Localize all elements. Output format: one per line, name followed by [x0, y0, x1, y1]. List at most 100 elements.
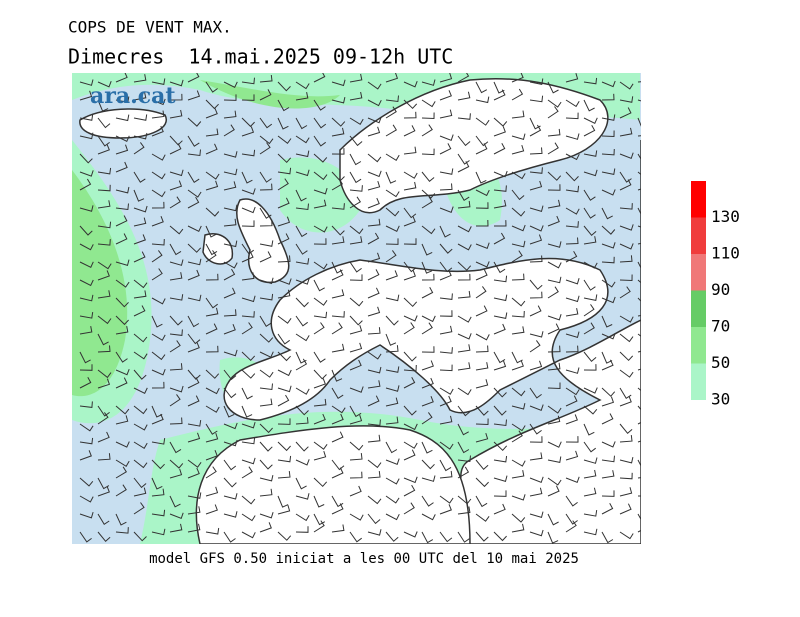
wind-barb	[529, 124, 542, 137]
wind-barb	[511, 144, 525, 155]
wind-barb	[529, 305, 542, 317]
wind-barb	[277, 278, 292, 285]
wind-barb	[493, 360, 507, 371]
wind-barb	[349, 171, 362, 184]
wind-barb	[547, 184, 561, 191]
wind-barb	[421, 171, 435, 183]
wind-barb	[475, 269, 488, 281]
wind-barb	[79, 423, 94, 432]
wind-barb	[493, 232, 506, 245]
wind-barb	[529, 225, 544, 232]
wind-barb	[133, 441, 148, 449]
wind-barb	[313, 99, 326, 111]
wind-barb	[421, 360, 434, 371]
wind-barb	[295, 135, 310, 144]
wind-barb	[403, 261, 417, 273]
wind-barb	[187, 395, 200, 407]
wind-barb	[637, 405, 641, 411]
wind-barb	[457, 261, 472, 271]
wind-barb	[331, 413, 344, 425]
legend-label: 110	[711, 244, 740, 263]
wind-barb	[277, 455, 292, 463]
wind-barb	[295, 278, 310, 285]
wind-barb	[187, 506, 201, 515]
wind-barb	[79, 261, 94, 268]
wind-barb	[565, 221, 579, 228]
wind-barb	[457, 161, 470, 173]
wind-barb	[439, 470, 453, 479]
wind-barb	[565, 367, 580, 374]
wind-barb	[385, 477, 400, 485]
wind-barb	[421, 396, 434, 407]
wind-barb	[601, 279, 616, 288]
wind-barb	[457, 405, 471, 417]
wind-barb	[241, 466, 253, 479]
wind-barb	[601, 207, 613, 220]
wind-barb	[565, 133, 580, 140]
wind-barb	[475, 143, 488, 155]
wind-barb	[511, 133, 526, 141]
wind-barb	[385, 531, 399, 542]
wind-barb	[151, 488, 165, 497]
wind-barb	[223, 261, 238, 269]
wind-barb	[457, 506, 471, 515]
wind-barb	[187, 467, 200, 479]
wind-barb	[601, 315, 613, 328]
wind-barb	[547, 362, 561, 371]
wind-barb	[313, 171, 328, 181]
wind-barb	[385, 225, 400, 232]
wind-barb	[475, 345, 489, 353]
wind-barb	[403, 270, 416, 281]
wind-barb	[511, 207, 526, 217]
wind-barb	[313, 495, 325, 508]
wind-barb	[223, 531, 236, 543]
wind-barb	[547, 106, 559, 119]
wind-barb	[601, 531, 614, 544]
wind-barb	[367, 218, 381, 227]
wind-barb	[79, 205, 94, 212]
wind-barb	[385, 333, 397, 346]
wind-barb	[205, 108, 218, 119]
wind-barb	[259, 474, 274, 482]
wind-barb	[565, 520, 577, 533]
wind-barb	[367, 306, 381, 317]
wind-barb	[349, 414, 363, 425]
wind-barb	[187, 333, 201, 345]
wind-barb	[511, 171, 526, 180]
wind-barb	[403, 146, 417, 155]
wind-barb	[349, 405, 362, 418]
wind-barb	[475, 418, 489, 426]
wind-barb	[349, 153, 362, 166]
wind-barb	[349, 441, 364, 451]
wind-barb	[421, 441, 433, 454]
wind-barb	[169, 329, 183, 336]
wind-barb	[205, 323, 218, 335]
wind-barb	[457, 315, 472, 323]
wind-barb	[367, 351, 382, 360]
wind-barb	[637, 513, 641, 521]
wind-barb	[169, 340, 181, 353]
wind-barb	[331, 203, 345, 210]
wind-barb	[565, 278, 580, 285]
wind-barb	[259, 488, 273, 497]
wind-barb	[493, 419, 507, 427]
wind-barb	[403, 351, 417, 362]
wind-barb	[439, 347, 453, 354]
wind-barb	[241, 126, 255, 137]
wind-barb	[97, 405, 110, 417]
wind-barb	[619, 315, 634, 323]
wind-barb	[295, 387, 310, 395]
wind-barb	[97, 144, 110, 155]
wind-barb	[133, 290, 147, 299]
wind-barb	[619, 255, 633, 263]
wind-barb	[493, 405, 507, 416]
wind-barb	[241, 437, 256, 445]
wind-barb	[547, 215, 560, 227]
wind-barb	[205, 387, 220, 395]
wind-barb	[223, 124, 235, 137]
wind-barb	[565, 99, 580, 108]
wind-barb	[151, 351, 166, 361]
wind-barb	[259, 142, 271, 155]
wind-barb	[277, 197, 290, 209]
wind-barb	[457, 243, 472, 251]
